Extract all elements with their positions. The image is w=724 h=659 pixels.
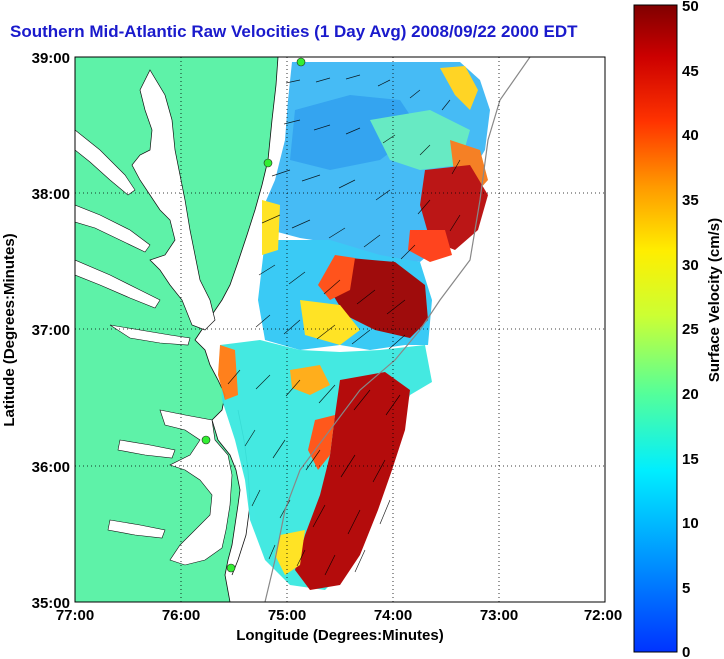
y-axis-ticks: 39:00 38:00 37:00 36:00 35:00 xyxy=(32,50,70,612)
velocity-field xyxy=(218,62,490,590)
colorbar: 50 45 40 35 30 25 20 15 10 5 0 Surface V… xyxy=(633,0,723,659)
y-tick-label: 36:00 xyxy=(32,459,70,476)
x-axis-label: Longitude (Degrees:Minutes) xyxy=(236,627,444,644)
colorbar-gradient xyxy=(633,4,678,653)
x-axis-ticks: 77:00 76:00 75:00 74:00 73:00 72:00 xyxy=(56,607,622,624)
colorbar-tick-label: 15 xyxy=(682,451,699,468)
grid-lines xyxy=(75,57,605,602)
y-axis-label: Latitude (Degrees:Minutes) xyxy=(1,233,18,426)
x-tick-label: 77:00 xyxy=(56,607,94,624)
velocity-vectors xyxy=(227,74,461,576)
x-tick-label: 72:00 xyxy=(584,607,622,624)
y-tick-label: 35:00 xyxy=(32,595,70,612)
chesapeake-bay xyxy=(131,69,216,331)
colorbar-tick-label: 0 xyxy=(682,644,690,659)
colorbar-tick-label: 50 xyxy=(682,0,699,15)
colorbar-tick-label: 35 xyxy=(682,192,699,209)
colorbar-tick-label: 25 xyxy=(682,321,699,338)
y-tick-label: 37:00 xyxy=(32,322,70,339)
colorbar-tick-label: 40 xyxy=(682,127,699,144)
colorbar-label: Surface Velocity (cm/s) xyxy=(706,218,723,382)
station-marker xyxy=(296,57,306,67)
colorbar-tick-label: 5 xyxy=(682,580,690,597)
x-tick-label: 75:00 xyxy=(268,607,306,624)
colorbar-tick-label: 30 xyxy=(682,257,699,274)
colorbar-tick-label: 10 xyxy=(682,515,699,532)
station-marker xyxy=(226,563,236,573)
y-tick-label: 38:00 xyxy=(32,186,70,203)
map-plot-area xyxy=(74,56,606,603)
y-tick-label: 39:00 xyxy=(32,50,70,67)
pamlico-sound xyxy=(159,409,233,566)
station-marker xyxy=(263,158,273,168)
x-tick-label: 73:00 xyxy=(480,607,518,624)
map-title: Southern Mid-Atlantic Raw Velocities (1 … xyxy=(10,22,578,41)
plot-frame xyxy=(74,56,606,603)
station-marker xyxy=(201,435,211,445)
shelf-contour xyxy=(264,57,531,602)
x-tick-label: 76:00 xyxy=(162,607,200,624)
colorbar-tick-label: 20 xyxy=(682,386,699,403)
colorbar-tick-label: 45 xyxy=(682,63,699,80)
x-tick-label: 74:00 xyxy=(374,607,412,624)
